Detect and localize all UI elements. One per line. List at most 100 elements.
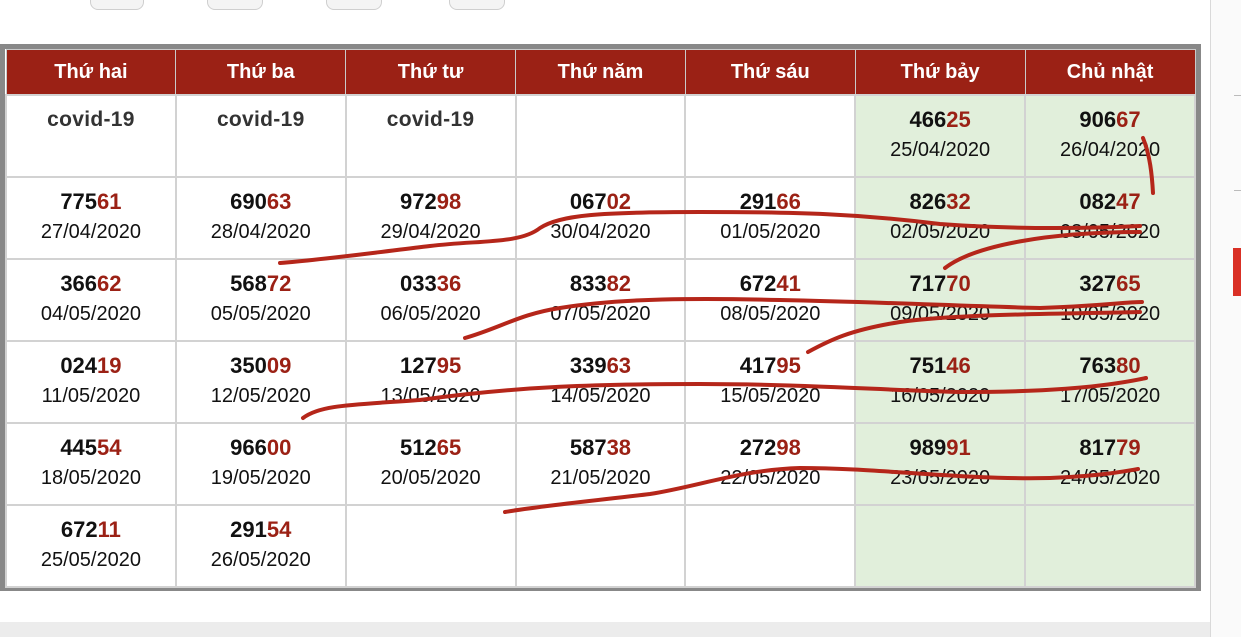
result-number: 83382 (517, 271, 685, 297)
result-number-tail: 66 (776, 189, 801, 214)
result-date: 01/05/2020 (720, 221, 821, 243)
result-date: 27/04/2020 (40, 221, 141, 243)
result-date: 06/05/2020 (380, 303, 481, 325)
result-date: 15/05/2020 (720, 385, 821, 407)
result-number-tail: 82 (606, 271, 632, 296)
day-cell-friday (684, 504, 857, 588)
result-number-head: 763 (1079, 353, 1117, 378)
result-number: 58738 (517, 435, 685, 461)
panel-divider (1234, 95, 1241, 96)
day-cell-monday: 02419 11/05/2020 (5, 340, 177, 424)
day-cell-wednesday: covid-19 (344, 94, 517, 178)
result-number: 75146 (856, 353, 1024, 379)
result-number: 98991 (856, 435, 1024, 461)
result-number-tail: 00 (266, 435, 292, 460)
day-cell-thursday: 33963 14/05/2020 (514, 340, 687, 424)
result-date: 09/05/2020 (890, 303, 991, 325)
header-saturday: Thứ bảy (854, 49, 1026, 96)
result-date: 07/05/2020 (550, 303, 651, 325)
result-number-tail: 91 (946, 435, 971, 460)
result-number: 33963 (517, 353, 685, 379)
top-controls-strip (0, 0, 1210, 14)
day-cell-tuesday: covid-19 (174, 94, 347, 178)
result-number-head: 833 (569, 271, 607, 296)
day-cell-thursday: 06702 30/04/2020 (514, 176, 687, 260)
result-number-tail: 72 (266, 271, 292, 296)
day-cell-wednesday: 12795 13/05/2020 (344, 340, 517, 424)
result-number: 76380 (1026, 353, 1194, 379)
week-row: 67211 25/05/2020 29154 26/05/2020 (5, 504, 1196, 588)
result-number-head: 587 (569, 435, 607, 460)
header-sunday: Chủ nhật (1024, 49, 1196, 96)
day-cell-wednesday: 97298 29/04/2020 (344, 176, 517, 260)
result-number-tail: 98 (776, 435, 801, 460)
results-table: Thứ hai Thứ ba Thứ tư Thứ năm Thứ sáu Th… (5, 49, 1196, 588)
results-body: covid-19 covid-19 covid-19 46625 25/04/2020 9… (5, 94, 1196, 588)
result-number-tail: 38 (606, 435, 632, 460)
result-number: 67211 (7, 517, 175, 543)
day-cell-saturday (854, 504, 1027, 588)
result-number-head: 339 (569, 353, 607, 378)
result-number: 44554 (7, 435, 175, 461)
result-date: 30/04/2020 (550, 221, 651, 243)
result-number-head: 024 (60, 353, 98, 378)
result-number-head: 690 (230, 189, 267, 214)
day-cell-tuesday: 35009 12/05/2020 (174, 340, 347, 424)
result-number: 67241 (686, 271, 854, 297)
day-cell-tuesday: 29154 26/05/2020 (174, 504, 347, 588)
day-cell-sunday: 08247 03/05/2020 (1024, 176, 1196, 260)
day-cell-wednesday: 03336 06/05/2020 (344, 258, 517, 342)
result-number: 12795 (347, 353, 515, 379)
result-number-tail: 95 (776, 353, 801, 378)
result-number-tail: 19 (97, 353, 122, 378)
result-number: 82632 (856, 189, 1024, 215)
day-cell-monday: 77561 27/04/2020 (5, 176, 177, 260)
result-date: 13/05/2020 (380, 385, 481, 407)
result-number-head: 906 (1079, 107, 1117, 132)
result-number: 08247 (1026, 189, 1194, 215)
day-cell-wednesday: 51265 20/05/2020 (344, 422, 517, 506)
result-date: 05/05/2020 (210, 303, 311, 325)
day-cell-friday: 29166 01/05/2020 (684, 176, 857, 260)
result-number: 03336 (347, 271, 515, 297)
top-control-button[interactable] (90, 0, 144, 10)
result-number-tail: 02 (606, 189, 632, 214)
result-number: 06702 (517, 189, 685, 215)
result-date: 11/05/2020 (41, 385, 141, 407)
cell-note: covid-19 (216, 108, 305, 131)
result-number-head: 972 (400, 189, 437, 214)
result-number-tail: 67 (1116, 107, 1141, 132)
result-number-head: 966 (230, 435, 267, 460)
cell-note: covid-19 (47, 108, 135, 131)
panel-divider (1234, 190, 1241, 191)
result-number-head: 033 (400, 271, 437, 296)
result-number-head: 512 (400, 435, 437, 460)
scroll-marker (1233, 248, 1241, 296)
result-date: 03/05/2020 (1059, 221, 1161, 243)
result-number-head: 067 (569, 189, 607, 214)
result-number-tail: 80 (1116, 353, 1141, 378)
result-number-head: 817 (1079, 435, 1117, 460)
top-control-button[interactable] (449, 0, 505, 10)
result-date: 12/05/2020 (210, 385, 311, 407)
result-date: 24/05/2020 (1059, 467, 1161, 489)
top-control-button[interactable] (207, 0, 263, 10)
top-control-button[interactable] (326, 0, 382, 10)
result-number: 27298 (686, 435, 854, 461)
result-number-head: 417 (739, 353, 777, 378)
result-number-head: 272 (739, 435, 777, 460)
day-cell-tuesday: 69063 28/04/2020 (174, 176, 347, 260)
result-number: 97298 (347, 189, 515, 215)
result-number-tail: 65 (436, 435, 462, 460)
result-number-head: 826 (909, 189, 947, 214)
week-row: 77561 27/04/2020 69063 28/04/2020 97298 29/04… (5, 176, 1196, 260)
result-number-tail: 63 (266, 189, 292, 214)
result-number: 35009 (177, 353, 345, 379)
result-date: 18/05/2020 (40, 467, 141, 489)
result-number: 77561 (7, 189, 175, 215)
result-number-tail: 25 (946, 107, 971, 132)
result-date: 26/05/2020 (210, 549, 311, 571)
result-number: 29154 (177, 517, 345, 543)
result-number-head: 717 (909, 271, 947, 296)
result-number: 29166 (686, 189, 854, 215)
